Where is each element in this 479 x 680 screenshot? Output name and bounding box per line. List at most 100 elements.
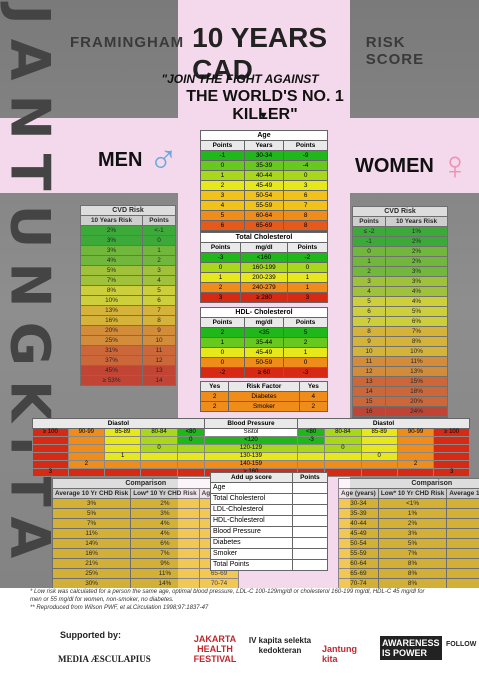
table-cell: Diabetes <box>228 391 300 402</box>
bp-col-header: 90-99 <box>67 428 106 437</box>
table-title-row: CVD Risk <box>80 205 176 216</box>
hdl-table-wrap: HDL- Cholesterol Points mg/dl Points 2 <35 5 1 3… <box>200 307 328 378</box>
table-cell: 5 <box>283 327 328 338</box>
table-row: 30-34<1%<1% <box>338 498 479 509</box>
table-cell: 10 <box>352 346 386 357</box>
score-points-cell <box>291 504 329 516</box>
bp-header-row: ≥ 100 90-99 85-89 80-84 <80 Sistol <80 80-84 85-… <box>32 428 470 437</box>
table-row: -1 30-34 -9 <box>200 150 328 161</box>
bp-cell: 0 <box>324 444 362 453</box>
table-cell: 9 <box>352 336 386 347</box>
bp-cell <box>396 468 435 477</box>
table-cell: 7 <box>283 200 328 211</box>
table-cell: 3 <box>199 292 242 303</box>
table-row: 6 65-69 8 <box>200 220 328 231</box>
column-header: Risk Factor <box>228 381 300 392</box>
score-row: Blood Pressure <box>210 526 329 538</box>
table-cell: 70-74 <box>338 578 379 589</box>
kapita-selekta-logo: IV kapita selekta kedokteran <box>248 636 312 655</box>
table-row: 8% 5 <box>80 285 176 296</box>
table-cell: <-1 <box>142 225 176 236</box>
bp-cell <box>433 444 470 453</box>
column-header: Average 10 Yr CHD Risk <box>51 488 132 499</box>
table-cell: 8% <box>446 538 479 549</box>
table-cell: -2 <box>286 252 329 263</box>
table-cell: 14 <box>142 375 176 386</box>
media-aesculapius-logo: MEDIA ÆSCULAPIUS <box>58 654 151 664</box>
bp-cell: 0 <box>140 444 178 453</box>
follow-logo: FOLLOW <box>446 641 477 648</box>
table-row: 13 15% <box>352 376 449 387</box>
table-row: 16% 8 <box>80 315 176 326</box>
comparison-men-table: Comparison Average 10 Yr CHD Risk Low* 10 … <box>51 478 240 589</box>
table-cell: 2% <box>80 225 143 236</box>
table-cell: 7% <box>384 326 449 337</box>
table-row: 20% 9 <box>80 325 176 336</box>
cholesterol-table-wrap: Total Cholesterol Points mg/dl Points -3 <160… <box>199 232 329 303</box>
men-label: MEN <box>98 148 143 171</box>
table-cell: 16% <box>80 315 143 326</box>
bp-cell <box>360 436 398 445</box>
risk-factor-table-wrap: Yes Risk Factor Yes 2 Diabetes 4 2 Smoker 2 <box>199 381 329 412</box>
bp-title-row: Diastol Blood Pressure Diastol <box>32 418 470 429</box>
cholesterol-table: Total Cholesterol Points mg/dl Points -3 <160… <box>199 232 329 303</box>
table-cell: Smoker <box>228 401 300 412</box>
table-cell: 8% <box>384 336 449 347</box>
table-cell: 3% <box>80 235 143 246</box>
bp-cell <box>67 436 106 445</box>
table-row: 5 60-64 8 <box>200 210 328 221</box>
column-header: 10 Years Risk <box>384 216 449 227</box>
table-row: 1 2% <box>352 256 449 267</box>
bp-row: 1 130-139 0 <box>32 452 470 461</box>
table-row: 60-648%12% <box>338 558 479 569</box>
bp-cell: 2 <box>67 460 106 469</box>
table-cell: 8% <box>377 568 448 579</box>
bp-row: 0 120-129 0 <box>32 444 470 453</box>
column-header: Yes <box>199 381 230 392</box>
table-cell: ≤ -2 <box>352 226 386 237</box>
table-title: HDL- Cholesterol <box>200 307 328 318</box>
bp-cell <box>140 436 178 445</box>
table-cell: 0 <box>352 246 386 257</box>
bp-title: Blood Pressure <box>203 418 299 429</box>
table-row: 4% 2 <box>80 255 176 266</box>
table-cell: 2 <box>199 282 242 293</box>
bp-col-header: 90-99 <box>396 428 435 437</box>
table-cell: 40-44 <box>338 518 379 529</box>
table-cell: 50-59 <box>243 357 285 368</box>
table-cell: 4% <box>130 518 200 529</box>
column-header: 10 Years Risk <box>80 215 143 226</box>
table-row: 0 2% <box>352 246 449 257</box>
table-row: 10 10% <box>352 346 449 357</box>
table-cell: 3% <box>377 528 448 539</box>
diastol-left-label: Diastol <box>32 418 205 429</box>
table-cell: 15% <box>384 376 449 387</box>
table-cell: 2 <box>352 266 386 277</box>
table-cell: 3% <box>80 245 143 256</box>
score-header-row: Add up score Points <box>210 472 329 483</box>
table-cell: 14% <box>446 578 479 589</box>
bp-cell <box>396 444 435 453</box>
table-header-row: Points mg/dl Points <box>200 317 328 328</box>
table-cell: 60-64 <box>338 558 379 569</box>
table-row: 3% 0 <box>80 235 176 246</box>
score-header: Points <box>291 472 329 483</box>
bp-cell: 0 <box>176 436 205 445</box>
table-cell: 6% <box>130 538 200 549</box>
bp-cell <box>104 460 142 469</box>
table-title-row: Age <box>200 130 328 141</box>
table-cell: 6 <box>142 295 176 306</box>
table-cell: 4 <box>352 286 386 297</box>
table-row: -1 2% <box>352 236 449 247</box>
table-row: 40-442%2% <box>338 518 479 529</box>
bp-cell <box>140 460 178 469</box>
table-cell: -2 <box>200 367 245 378</box>
bp-cell: 2 <box>396 460 435 469</box>
side-vertical-text: JANTUNGKITA <box>0 4 62 572</box>
title-right: RISK SCORE <box>365 34 425 68</box>
bp-cell <box>360 444 398 453</box>
table-cell: 12% <box>446 548 479 559</box>
table-row: 10% 6 <box>80 295 176 306</box>
table-cell: 13% <box>384 366 449 377</box>
